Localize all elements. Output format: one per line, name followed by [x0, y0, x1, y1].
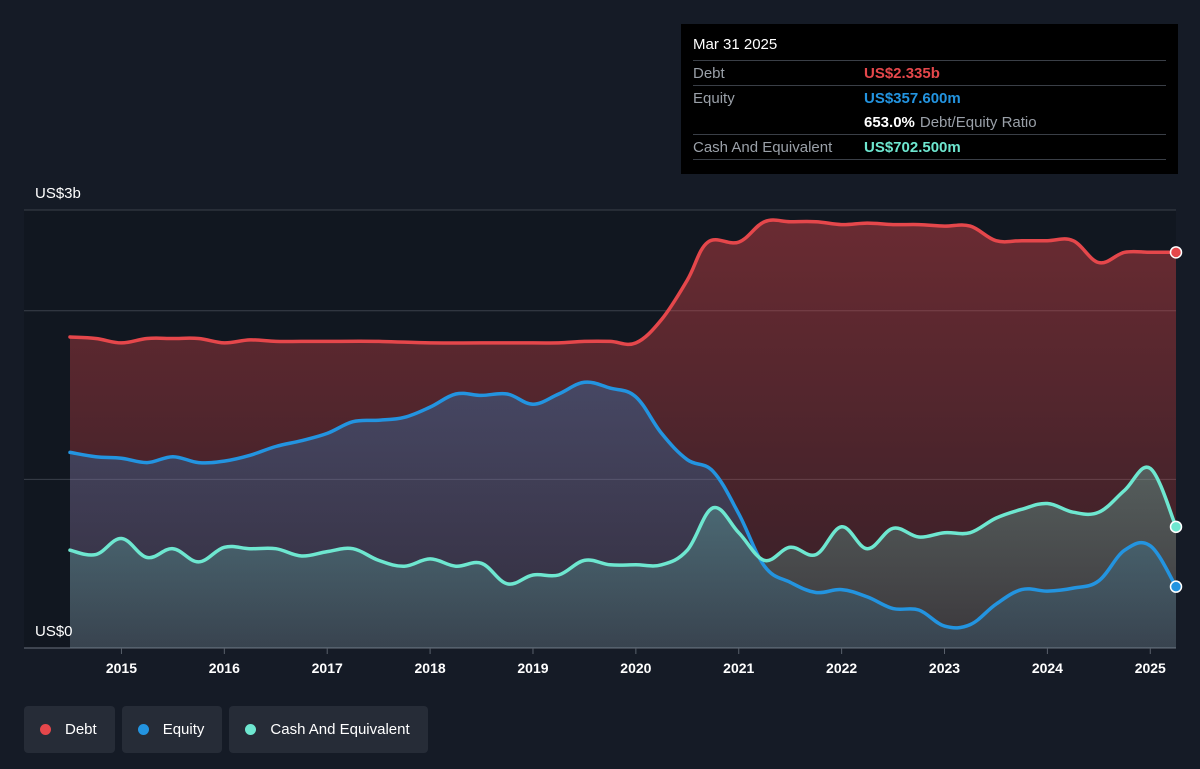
tooltip-debt-label: Debt	[693, 64, 725, 82]
tooltip-row-debt: Debt US$2.335b	[693, 60, 1166, 85]
y-axis-top-label: US$3b	[35, 185, 81, 202]
x-tick-label: 2019	[517, 660, 548, 676]
tooltip-equity-value: US$357.600m	[864, 89, 961, 107]
cash-line	[68, 465, 1178, 586]
legend-label-cash: Cash And Equivalent	[270, 721, 410, 738]
x-tick-label: 2021	[723, 660, 754, 676]
y-axis-bottom-label: US$0	[35, 623, 73, 640]
x-tick-label: 2025	[1135, 660, 1166, 676]
legend-item-cash[interactable]: Cash And Equivalent	[229, 706, 428, 753]
tooltip-row-equity: Equity US$357.600m	[693, 85, 1166, 110]
tooltip-ratio-label: Debt/Equity Ratio	[919, 113, 1037, 131]
tooltip-debt-value: US$2.335b	[864, 64, 940, 82]
x-tick-label: 2017	[312, 660, 343, 676]
equity-line	[68, 380, 1178, 630]
legend-item-equity[interactable]: Equity	[121, 706, 223, 753]
tooltip-row-ratio: 653.0% Debt/Equity Ratio	[693, 110, 1166, 134]
x-tick-label: 2022	[826, 660, 857, 676]
series-areas	[70, 220, 1176, 649]
equity-endpoint-marker[interactable]	[1169, 580, 1183, 593]
tooltip-ratio-value: 653.0%	[864, 113, 915, 131]
x-tick-label: 2016	[209, 660, 240, 676]
debt-endpoint-marker[interactable]	[1169, 246, 1183, 259]
data-tooltip: Mar 31 2025 Debt US$2.335b Equity US$357…	[681, 24, 1178, 174]
legend-label-equity: Equity	[162, 721, 205, 738]
tooltip-cash-value: US$702.500m	[864, 138, 961, 156]
x-tick-label: 2020	[620, 660, 651, 676]
x-axis-ticks: 2015 2016 2017 2018 2019 2020 2021 2022 2023 2024…	[106, 648, 1166, 676]
x-tick-label: 2015	[106, 660, 137, 676]
x-tick-label: 2024	[1032, 660, 1063, 676]
x-tick-label: 2023	[929, 660, 960, 676]
legend-dot-debt-icon	[40, 724, 51, 735]
legend-dot-equity-icon	[137, 724, 149, 735]
chart-legend: Debt Equity Cash And Equivalent	[24, 706, 428, 753]
series-endpoints	[1169, 246, 1183, 593]
legend-dot-cash-icon	[245, 724, 257, 735]
legend-item-debt[interactable]: Debt	[24, 706, 115, 753]
legend-label-debt: Debt	[65, 721, 97, 738]
tooltip-row-cash: Cash And Equivalent US$702.500m	[693, 134, 1166, 160]
tooltip-cash-label: Cash And Equivalent	[693, 138, 833, 156]
cash-area	[70, 467, 1176, 648]
x-tick-label: 2018	[415, 660, 446, 676]
tooltip-date: Mar 31 2025	[693, 36, 778, 53]
series-lines	[68, 218, 1178, 630]
tooltip-equity-label: Equity	[693, 89, 735, 107]
cash-endpoint-marker[interactable]	[1169, 520, 1183, 534]
debt-line	[68, 218, 1178, 347]
